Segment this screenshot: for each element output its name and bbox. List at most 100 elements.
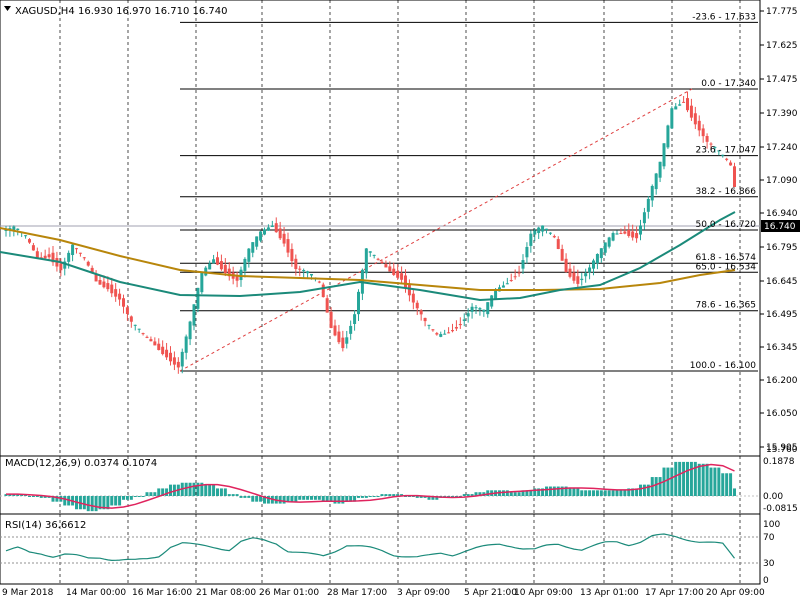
macd-bar (462, 494, 466, 496)
fib-level-label: 50.0 - 16.720 (696, 220, 757, 230)
candle-body (384, 264, 388, 268)
candle-body (180, 351, 184, 367)
fibonacci-trendline[interactable] (179, 88, 693, 372)
macd-bar (509, 492, 513, 496)
candle-body (263, 229, 266, 235)
macd-bar (196, 482, 200, 496)
macd-bar (466, 494, 470, 496)
candle-body (235, 276, 239, 281)
macd-bar (592, 490, 595, 496)
price-tick-label: 17.390 (766, 109, 798, 119)
candle-body (368, 251, 372, 253)
candle-body (525, 246, 529, 258)
candle-body (149, 339, 153, 342)
macd-bar (235, 494, 239, 496)
candle-body (513, 276, 517, 278)
macd-bar (627, 488, 631, 496)
ohlc-label: 16.930 16.970 16.710 16.740 (78, 6, 228, 17)
macd-bar (678, 461, 682, 496)
candle-body (251, 242, 255, 253)
macd-bar (90, 496, 94, 512)
macd-bar (529, 490, 533, 496)
macd-bar (717, 467, 721, 496)
macd-bar (51, 496, 55, 502)
candle-body (98, 280, 102, 285)
macd-bar (364, 496, 368, 498)
price-tick-label: 16.050 (766, 409, 798, 419)
macd-bar (380, 494, 384, 496)
macd-bar (231, 494, 235, 496)
macd-bar (55, 496, 59, 502)
candle-body (725, 158, 729, 160)
candle-body (678, 104, 682, 106)
macd-bar (733, 488, 736, 496)
macd-bar (407, 496, 411, 497)
macd-bar (102, 496, 106, 510)
macd-title: MACD(12,26,9) 0.0374 0.1074 (5, 458, 157, 469)
current-price-badge (761, 220, 800, 232)
candle-body (153, 341, 157, 346)
candle-body (431, 329, 435, 331)
candle-body (247, 248, 251, 262)
candle-body (729, 162, 733, 166)
candle-body (443, 333, 447, 335)
macd-bar (658, 477, 662, 496)
macd-bar (486, 490, 490, 496)
candle-body (580, 278, 584, 281)
candle-body (556, 239, 560, 250)
macd-bar (82, 496, 86, 510)
macd-bar (427, 496, 431, 500)
candle-body (94, 273, 98, 282)
macd-bar (145, 492, 149, 496)
macd-bar (611, 490, 615, 496)
candle-body (133, 324, 137, 326)
macd-bar (122, 496, 125, 500)
candle-body (658, 161, 662, 178)
candle-body (122, 298, 125, 307)
candle-body (388, 266, 392, 272)
candle-body (733, 166, 736, 188)
candle-body (176, 361, 180, 368)
macd-bar (400, 494, 404, 496)
macd-bar (548, 486, 552, 496)
macd-bar (674, 461, 678, 496)
candle-body (607, 237, 611, 247)
price-tick-label: 16.495 (766, 310, 798, 320)
collapse-icon[interactable] (4, 6, 11, 11)
candle-body (28, 239, 31, 243)
candle-body (650, 185, 654, 201)
macd-bar (372, 496, 376, 497)
candle-body (278, 228, 282, 239)
time-label: 3 Apr 09:00 (397, 588, 450, 598)
macd-bar (212, 484, 216, 496)
candle-body (517, 272, 521, 274)
time-label: 21 Mar 08:00 (196, 588, 256, 598)
macd-bar (317, 496, 321, 500)
price-tick-label: 17.090 (766, 176, 798, 186)
macd-bar (239, 496, 243, 498)
macd-bar (411, 496, 415, 497)
macd-bar (525, 490, 529, 496)
candle-body (376, 258, 380, 260)
price-pane[interactable] (0, 0, 761, 457)
time-label: 16 Mar 16:00 (132, 588, 192, 598)
macd-pane[interactable] (0, 455, 761, 515)
candle-body (141, 333, 145, 335)
macd-bar (396, 494, 400, 496)
candle-body (353, 314, 357, 324)
candle-body (721, 154, 725, 156)
macd-bar (521, 490, 525, 496)
macd-bar (35, 496, 39, 497)
time-label: 10 Apr 09:00 (514, 588, 573, 598)
macd-bar (208, 484, 212, 496)
candle-body (713, 146, 717, 148)
candle-body (259, 231, 263, 241)
macd-bar (290, 496, 294, 502)
candle-body (12, 226, 16, 230)
macd-bar (384, 494, 388, 496)
candle-body (172, 357, 176, 365)
rsi-pane[interactable] (0, 513, 761, 585)
candle-body (623, 231, 627, 234)
candle-body (423, 317, 427, 322)
